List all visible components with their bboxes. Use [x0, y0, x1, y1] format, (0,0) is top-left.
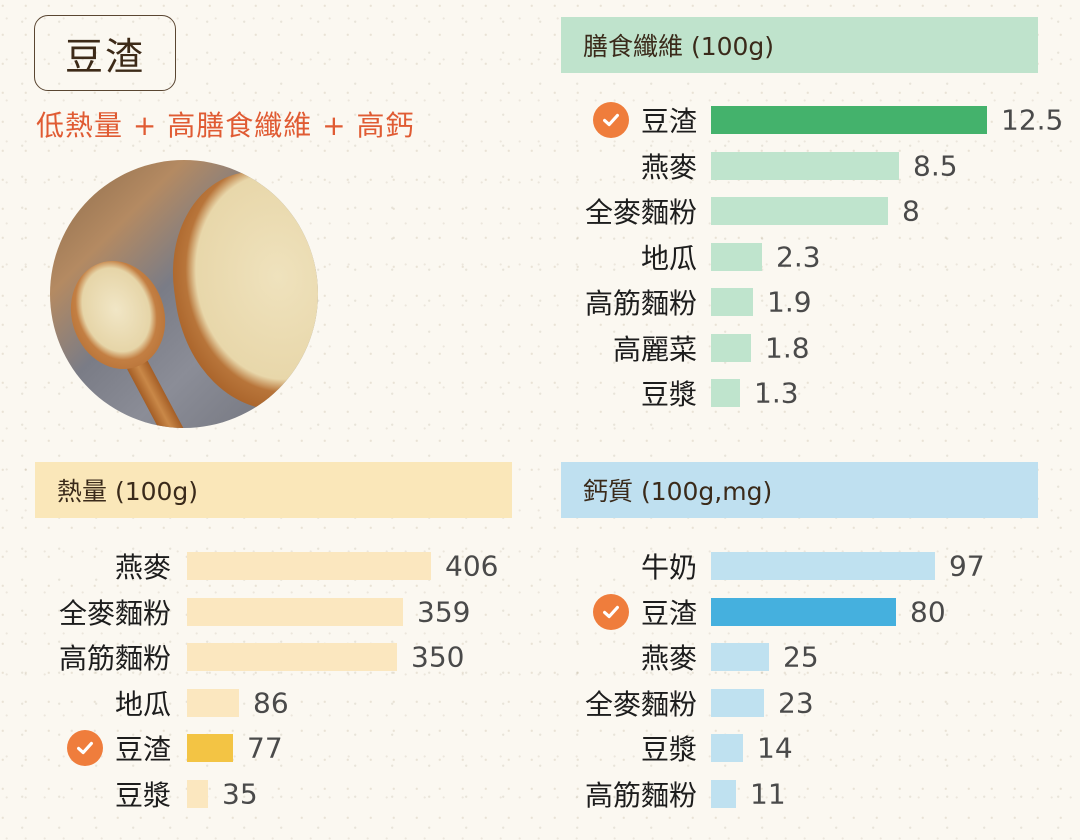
category-label: 牛奶: [640, 551, 697, 584]
value-label: 359: [417, 595, 471, 628]
fiber-row: 高麗菜 1.8: [0, 325, 1080, 371]
value-label: 11: [750, 777, 786, 810]
bar: [711, 151, 899, 180]
bar: [187, 597, 403, 626]
highlight-bar: [187, 734, 233, 762]
fiber-chart-header: 膳食纖維 (100g): [561, 17, 1038, 73]
category-label: 全麥麵粉: [58, 596, 171, 630]
bar: [187, 688, 239, 717]
page-title: 豆渣: [34, 15, 176, 91]
bar: [711, 643, 769, 671]
calorie-row: 燕麥 406: [0, 543, 1080, 589]
value-label: 77: [247, 731, 283, 765]
bar: [711, 688, 764, 717]
value-label: 97: [949, 549, 985, 583]
category-label: 豆漿: [114, 778, 171, 812]
calcium-row: 全麥麵粉 23: [0, 680, 1080, 726]
category-label: 豆渣: [640, 596, 697, 630]
category-label: 豆漿: [640, 733, 697, 766]
calorie-row: 豆漿 35: [0, 771, 1080, 817]
value-label: 12.5: [1001, 103, 1064, 137]
calorie-row: 全麥麵粉 359: [0, 589, 1080, 635]
fiber-row: 全麥麵粉 8: [0, 188, 1080, 234]
fiber-row: 豆渣 12.5: [0, 97, 1080, 143]
fiber-row: 高筋麵粉 1.9: [0, 279, 1080, 325]
calcium-row: 燕麥 25: [0, 634, 1080, 680]
calorie-row: 地瓜 86: [0, 680, 1080, 726]
value-label: 80: [910, 595, 946, 628]
fiber-row: 燕麥 8.5: [0, 143, 1080, 189]
category-label: 燕麥: [114, 551, 171, 584]
calcium-row: 牛奶 97: [0, 543, 1080, 589]
category-label: 地瓜: [640, 241, 697, 275]
bar: [711, 197, 888, 225]
category-label: 高筋麵粉: [58, 642, 171, 675]
value-label: 86: [253, 686, 289, 719]
category-label: 豆渣: [640, 105, 697, 138]
bar: [711, 779, 736, 808]
bar: [711, 552, 935, 580]
calcium-row: 高筋麵粉 11: [0, 771, 1080, 817]
calorie-row: 高筋麵粉 350: [0, 634, 1080, 680]
highlight-bar: [711, 106, 987, 134]
category-label: 燕麥: [640, 150, 697, 184]
bar: [187, 552, 431, 580]
value-label: 406: [445, 549, 499, 583]
category-label: 豆漿: [640, 378, 697, 411]
bar: [711, 734, 743, 762]
value-label: 350: [411, 640, 465, 674]
bar: [711, 379, 740, 407]
value-label: 8: [902, 194, 920, 228]
value-label: 2.3: [776, 240, 821, 273]
fiber-row: 豆漿 1.3: [0, 370, 1080, 416]
highlight-bar: [711, 597, 896, 626]
calorie-chart-title: 熱量 (100g): [57, 477, 199, 506]
category-label: 地瓜: [114, 687, 171, 721]
category-label: 高麗菜: [612, 332, 697, 366]
category-label: 燕麥: [640, 642, 697, 675]
value-label: 1.8: [765, 331, 810, 364]
bar: [711, 242, 762, 271]
subtitle: 低熱量 + 高膳食纖維 + 高鈣: [36, 109, 415, 142]
fiber-chart-title: 膳食纖維 (100g): [583, 32, 775, 61]
category-label: 全麥麵粉: [584, 196, 697, 229]
bar: [711, 333, 751, 362]
value-label: 35: [222, 777, 258, 810]
bar: [711, 288, 753, 316]
fiber-row: 地瓜 2.3: [0, 234, 1080, 280]
category-label: 全麥麵粉: [584, 687, 697, 721]
bar: [187, 643, 397, 671]
calcium-chart-title: 鈣質 (100g,mg): [583, 477, 773, 506]
check-circle-icon: [67, 730, 103, 766]
category-label: 高筋麵粉: [584, 778, 697, 812]
calcium-row: 豆渣 80: [0, 589, 1080, 635]
bar: [187, 779, 208, 808]
value-label: 1.3: [754, 376, 799, 410]
value-label: 1.9: [767, 285, 812, 319]
calorie-chart-header: 熱量 (100g): [35, 462, 512, 518]
check-circle-icon: [593, 593, 629, 630]
check-circle-icon: [593, 102, 629, 138]
category-label: 高筋麵粉: [584, 287, 697, 320]
calcium-chart-header: 鈣質 (100g,mg): [561, 462, 1038, 518]
value-label: 25: [783, 640, 819, 674]
category-label: 豆渣: [114, 733, 171, 766]
calcium-row: 豆漿 14: [0, 725, 1080, 771]
okara-photo: [50, 160, 318, 428]
value-label: 14: [757, 731, 793, 765]
calorie-row: 豆渣 77: [0, 725, 1080, 771]
value-label: 8.5: [913, 149, 958, 182]
value-label: 23: [778, 686, 814, 719]
